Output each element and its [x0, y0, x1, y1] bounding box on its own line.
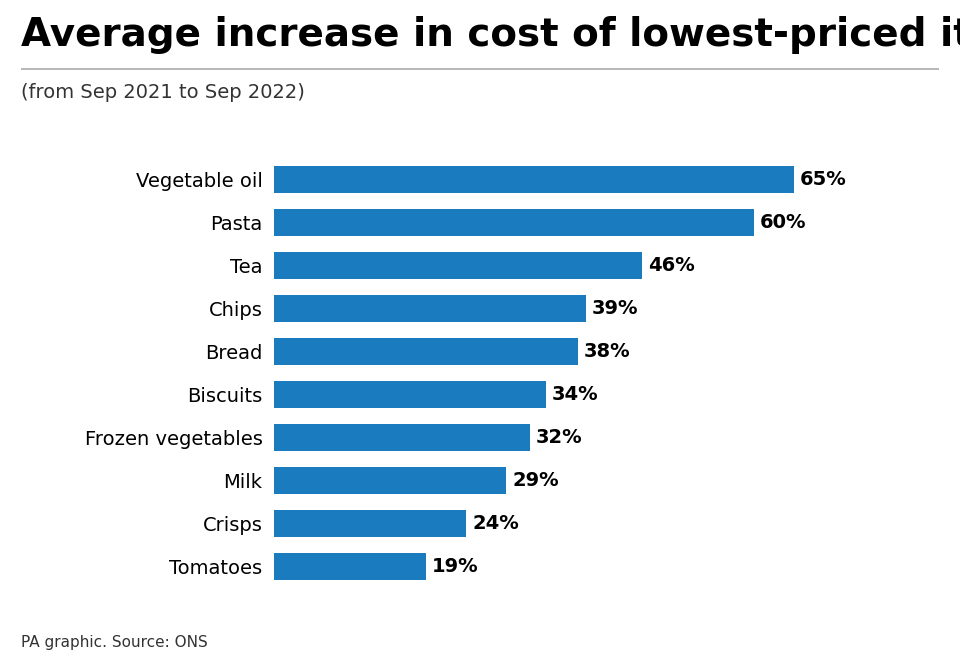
Text: 19%: 19%	[432, 557, 479, 576]
Text: PA graphic. Source: ONS: PA graphic. Source: ONS	[21, 635, 208, 650]
Text: 46%: 46%	[648, 256, 695, 275]
Text: 32%: 32%	[536, 428, 583, 447]
Bar	[274, 467, 506, 494]
Text: 65%: 65%	[800, 170, 847, 189]
Bar	[274, 338, 578, 365]
Text: 29%: 29%	[512, 471, 559, 490]
Bar	[274, 166, 794, 193]
Text: 24%: 24%	[472, 514, 518, 533]
Bar	[274, 295, 586, 321]
Text: Average increase in cost of lowest-priced items: Average increase in cost of lowest-price…	[21, 16, 960, 55]
Bar	[274, 381, 545, 408]
Bar	[274, 252, 641, 279]
Bar	[274, 510, 466, 537]
Bar	[274, 209, 754, 236]
Text: 38%: 38%	[584, 342, 631, 361]
Text: (from Sep 2021 to Sep 2022): (from Sep 2021 to Sep 2022)	[21, 82, 305, 102]
Text: 34%: 34%	[552, 385, 599, 404]
Bar	[274, 553, 425, 580]
Text: 39%: 39%	[592, 299, 638, 318]
Bar	[274, 424, 530, 451]
Text: 60%: 60%	[760, 213, 806, 232]
